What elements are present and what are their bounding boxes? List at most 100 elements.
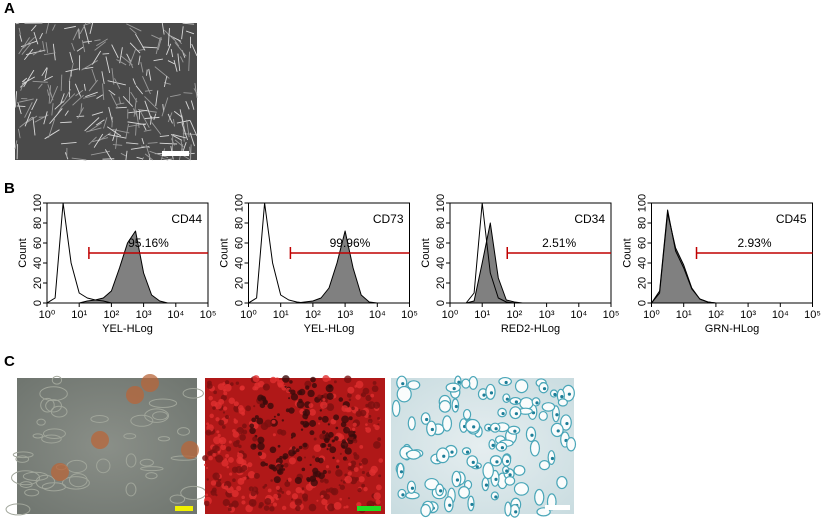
stain [318, 457, 324, 464]
stain [352, 438, 358, 444]
stain [320, 401, 328, 409]
stain [348, 398, 352, 401]
cell [85, 91, 98, 98]
cell [60, 74, 63, 92]
stain [281, 490, 285, 494]
cell [125, 482, 137, 497]
stain [361, 483, 366, 488]
stain [340, 479, 343, 482]
stain [376, 484, 382, 491]
stain [252, 375, 260, 383]
lacuna [407, 416, 416, 431]
cell [49, 108, 63, 124]
filled-histogram [248, 230, 410, 303]
stain [262, 383, 270, 391]
marker-label: CD34 [574, 212, 605, 226]
stain [308, 403, 314, 408]
stain [344, 475, 353, 484]
stain [257, 451, 263, 456]
stain [309, 463, 312, 466]
cell [146, 69, 148, 76]
cell [71, 157, 87, 161]
cell [21, 76, 36, 85]
cell [86, 127, 102, 133]
stain [310, 479, 318, 487]
cell [93, 133, 104, 148]
stain [227, 507, 232, 512]
cell [155, 90, 159, 106]
cell [24, 111, 32, 127]
y-axis-label: Count [622, 238, 634, 267]
stain [252, 386, 257, 391]
nucleus [556, 429, 560, 433]
stain [347, 466, 352, 471]
cell [120, 152, 127, 157]
stain [332, 439, 336, 442]
stain [205, 429, 212, 436]
stain [247, 471, 256, 479]
cell [142, 46, 158, 49]
stain [290, 432, 296, 438]
cell [106, 126, 122, 137]
stain [290, 498, 293, 501]
stain [229, 472, 233, 476]
x-tick-label: 10⁴ [570, 309, 587, 321]
cell [165, 43, 172, 55]
cell [169, 494, 186, 504]
y-tick-label: 40 [234, 257, 246, 269]
marker-label: CD45 [776, 212, 807, 226]
stain [326, 403, 335, 411]
stain [264, 497, 272, 505]
stain [223, 406, 228, 411]
x-axis-label: YEL-HLog [102, 323, 153, 335]
cell [85, 22, 92, 26]
cell [94, 39, 101, 42]
nucleus [442, 454, 446, 458]
cell [125, 150, 128, 161]
stain [303, 424, 307, 428]
stain [212, 472, 220, 480]
stain [218, 419, 225, 426]
histogram: 10⁰ 10¹ 10² 10³ 10⁴ 10⁵ 0 20 40 60 80 100 Count RED2-… [420, 194, 619, 335]
nucleus [401, 493, 405, 497]
lacuna [538, 410, 548, 421]
y-tick-label: 0 [32, 300, 44, 306]
cell [139, 110, 150, 128]
cell [189, 146, 192, 160]
stain [365, 427, 368, 430]
cell [153, 113, 157, 120]
cell [69, 51, 74, 63]
stain [241, 500, 246, 505]
stain [205, 493, 209, 497]
cell [173, 119, 175, 127]
stain [225, 453, 230, 458]
stain [282, 453, 289, 460]
stain [231, 500, 239, 508]
cell [115, 106, 127, 109]
stain [313, 437, 317, 441]
stain [301, 467, 306, 472]
stain [226, 465, 230, 469]
cell [23, 69, 35, 88]
lacuna [534, 488, 545, 506]
stain [213, 390, 217, 395]
stain [222, 411, 226, 414]
stain [277, 469, 282, 475]
stain [267, 488, 272, 493]
cell [18, 27, 21, 35]
cell [182, 142, 187, 152]
stain [321, 415, 329, 423]
stain [263, 505, 270, 511]
stain [373, 492, 381, 500]
stain [330, 418, 337, 425]
stain [203, 500, 210, 507]
stain [345, 505, 349, 509]
stain [373, 401, 381, 409]
cell [102, 53, 110, 55]
x-tick-label: 10² [305, 309, 321, 321]
x-tick-label: 10⁵ [401, 309, 418, 321]
cell [153, 58, 163, 62]
stain [225, 446, 232, 452]
stain [327, 443, 332, 448]
panel-label: A [4, 0, 15, 17]
